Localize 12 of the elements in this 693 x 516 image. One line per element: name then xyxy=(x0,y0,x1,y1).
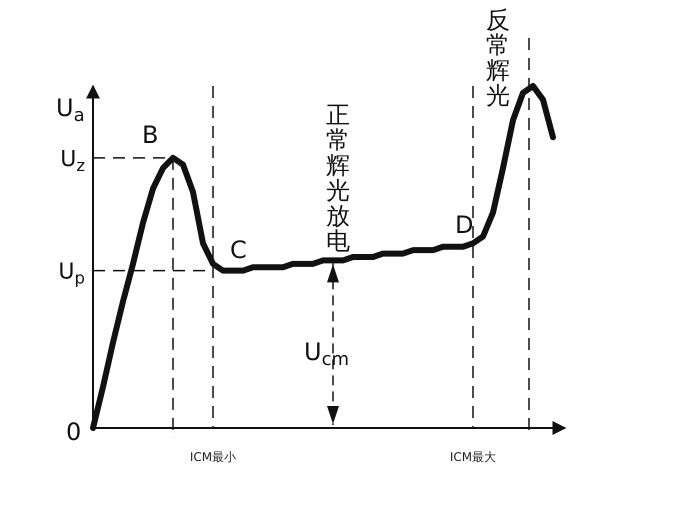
text: 0 xyxy=(66,418,82,446)
ref-line-label: U$_{z}$ xyxy=(60,146,85,175)
annotation: D xyxy=(455,211,474,239)
annotation: C xyxy=(230,236,247,264)
annotation: U$_{cm}$ xyxy=(304,338,350,370)
y-axis-title: U$_{a}$ xyxy=(56,94,85,126)
annotation: 正常辉光放电 xyxy=(326,101,350,255)
x-tick-label: ICM最大 xyxy=(450,450,496,464)
ref-line-label: U$_{p}$ xyxy=(58,260,85,288)
x-tick-label: ICM最小 xyxy=(190,450,236,464)
annotation: B xyxy=(142,121,158,149)
annotation: 反常辉光 xyxy=(486,6,510,110)
